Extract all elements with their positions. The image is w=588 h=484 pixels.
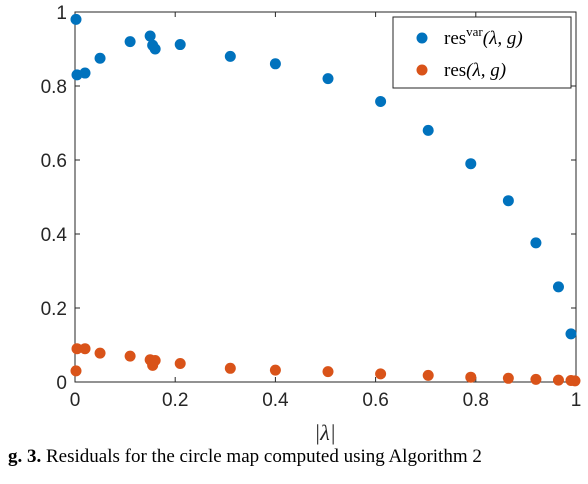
data-point xyxy=(375,368,387,380)
data-point xyxy=(124,350,136,362)
y-axis: 0 0.2 0.4 0.6 0.8 1 xyxy=(41,3,576,394)
scatter-chart: 0 0.2 0.4 0.6 0.8 1 00.20.40.60.81 |λ| resvar… xyxy=(41,3,582,445)
y-tick-label: 0.4 xyxy=(41,225,68,246)
y-tick-label: 0.8 xyxy=(41,77,67,98)
legend-box xyxy=(392,16,572,89)
plot-area xyxy=(74,11,577,383)
y-tick-label: 0 xyxy=(56,373,67,394)
legend-entry-series-1: resvar(λ, g) xyxy=(444,24,523,49)
data-point xyxy=(422,369,434,381)
data-point xyxy=(552,374,564,386)
data-point xyxy=(124,36,136,48)
legend-series-1-sup: var xyxy=(466,24,483,39)
data-point xyxy=(149,355,161,367)
x-tick-label: 0.4 xyxy=(262,390,289,411)
legend-entry-series-2: res(λ, g) xyxy=(444,60,506,81)
data-point xyxy=(269,58,281,70)
legend-series-1-args: (λ, g) xyxy=(483,28,523,49)
data-point xyxy=(224,362,236,374)
data-point xyxy=(144,30,156,42)
legend-series-1-main: res xyxy=(444,28,466,49)
x-tick-label: 0 xyxy=(70,390,81,411)
data-point xyxy=(530,373,542,385)
data-point xyxy=(79,67,91,79)
data-point xyxy=(465,371,477,383)
series-2 xyxy=(70,343,581,387)
legend-marker-series-2 xyxy=(416,64,428,76)
legend: resvar(λ, g) res(λ, g) xyxy=(392,16,572,89)
data-points xyxy=(70,13,581,387)
y-tick-label: 0.2 xyxy=(41,299,67,320)
data-point xyxy=(70,365,82,377)
data-point xyxy=(465,158,477,170)
data-point xyxy=(502,195,514,207)
legend-series-2-args: (λ, g) xyxy=(466,60,506,81)
data-point xyxy=(79,343,91,355)
data-point xyxy=(552,281,564,293)
data-point xyxy=(530,237,542,249)
data-point xyxy=(70,13,82,25)
x-tick-label: 0.8 xyxy=(463,390,489,411)
data-point xyxy=(149,43,161,55)
data-point xyxy=(71,343,83,355)
x-axis-label: |λ| xyxy=(314,420,336,445)
figure-caption: g. 3. Residuals for the circle map compu… xyxy=(8,446,588,468)
data-point xyxy=(269,364,281,376)
data-point xyxy=(569,375,581,387)
caption-prefix: g. 3. xyxy=(8,446,42,467)
caption-text: Residuals for the circle map computed us… xyxy=(41,446,482,467)
y-tick-label: 1 xyxy=(56,3,67,24)
data-point xyxy=(322,73,334,85)
x-tick-label: 1 xyxy=(571,390,582,411)
data-point xyxy=(94,52,106,64)
legend-series-2-main: res xyxy=(444,60,466,81)
x-tick-label: 0.2 xyxy=(162,390,188,411)
data-point xyxy=(174,358,186,369)
data-point xyxy=(375,96,387,108)
x-tick-label: 0.6 xyxy=(362,390,388,411)
data-point xyxy=(224,50,236,62)
data-point xyxy=(565,328,577,340)
x-axis: 0 0.2 0.4 0.6 0.8 1 xyxy=(70,12,582,411)
series-1 xyxy=(70,13,577,340)
data-point xyxy=(422,124,434,136)
y-tick-label: 0.6 xyxy=(41,151,67,172)
legend-marker-series-1 xyxy=(416,32,428,44)
data-point xyxy=(322,366,334,378)
data-point xyxy=(94,347,106,359)
data-point xyxy=(174,39,186,51)
data-point xyxy=(502,372,514,384)
